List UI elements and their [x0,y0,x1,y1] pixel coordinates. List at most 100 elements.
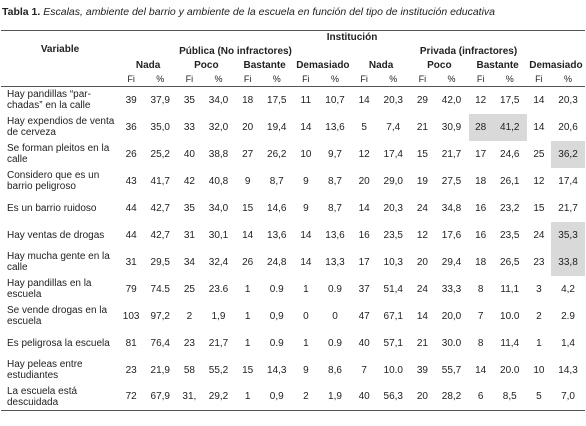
cell: 20,0 [441,310,462,322]
header-stat: % [201,72,236,87]
row-label: Se vende drogas en la escuela [7,305,108,327]
cell: 9 [303,202,309,214]
cell: 30,1 [208,229,229,241]
cell: 76,4 [150,337,170,349]
cell: 25 [533,148,545,160]
header-stat: Fi [177,72,202,87]
cell: 26 [125,148,137,160]
cell: 14,3 [267,364,287,376]
cell: 24 [416,202,428,214]
cell: 18 [242,94,254,106]
cell: 34,8 [441,202,462,214]
cell: 24,8 [267,256,287,268]
cell: 20,3 [383,94,403,106]
cell: 1,9 [211,310,226,322]
cell: 39 [416,364,428,376]
cell: 18 [475,175,487,187]
header-group: Pública (No infractores) [179,46,292,57]
header-level: Nada [368,60,394,71]
cell: 21,9 [150,364,170,376]
cell: 1,9 [318,383,352,411]
cell: 14,3 [558,364,578,376]
cell: 44 [125,202,137,214]
cell: 1 [303,337,309,349]
table-row: Hay ventas de drogas 44 42,7 31 30,1 14 13,6 14… [1,221,586,249]
cell: 44 [125,229,137,241]
cell: 55,2 [208,364,229,376]
row-label: Hay mucha gente en la calle [7,251,110,273]
cell: 5 [361,121,367,133]
cell: 47 [358,310,370,322]
cell: 31 [125,256,137,268]
cell: 30,9 [441,121,462,133]
cell: 51,4 [383,283,403,295]
cell: 23 [125,364,137,376]
cell: 9,7 [328,148,342,160]
cell: 56,3 [376,383,411,411]
cell: 4,2 [561,283,575,295]
cell: 17,5 [267,94,287,106]
header-level: Bastante [476,60,519,71]
cell: 0.9 [328,283,342,295]
header-stat: Fi [526,72,551,87]
title: Tabla 1. Escalas, ambiente del barrio y … [0,0,586,30]
cell: 37 [358,283,370,295]
cell: 10.0 [383,364,403,376]
table-row: Es peligrosa la escuela 81 76,4 23 21,7 1 0.9 1… [1,330,585,357]
cell: 40 [183,148,195,160]
header-stat: Fi [410,72,435,87]
header-stat: Fi [468,72,493,87]
cell: 12 [533,175,545,187]
cell: 13,6 [267,229,287,241]
cell: 0 [332,310,338,322]
cell: 29,4 [441,256,462,268]
cell: 31, [177,383,202,411]
row-label: Es peligrosa la escuela [7,337,110,349]
cell: 32,4 [208,256,229,268]
cell: 42 [183,175,195,187]
header-stat: % [551,72,586,87]
cell: 23 [533,256,545,268]
cell: 11 [300,94,312,106]
table-row: Se vende drogas en la escuela 103 97,2 2 1,9… [1,303,585,330]
cell: 23.6 [208,283,229,295]
cell: 2.9 [561,310,575,322]
cell: 0.9 [269,337,284,349]
cell: 40,8 [208,175,229,187]
cell: 20 [416,256,428,268]
cell: 20,3 [558,94,578,106]
cell: 34,0 [208,94,229,106]
cell: 7 [361,364,367,376]
cell: 24 [416,283,428,295]
cell: 33 [183,121,195,133]
header-stat: % [318,72,352,87]
cell: 26,2 [267,148,287,160]
row-label: Es un barrio ruidoso [7,202,97,214]
cell: 20 [410,383,435,411]
cell: 21,7 [441,148,462,160]
cell: 0.9 [269,283,284,295]
cell: 17,4 [383,148,403,160]
cell: 8,7 [328,175,342,187]
header-stat: % [376,72,411,87]
cell: 17 [475,148,487,160]
cell: 15 [242,202,254,214]
cell: 7,0 [551,383,586,411]
cell: 5 [526,383,551,411]
cell: 21,7 [558,202,578,214]
cell: 79 [125,283,137,295]
cell: 42,7 [150,229,170,241]
row-label: La escuela está descuidada [1,383,119,411]
cell: 14 [300,121,312,133]
cell: 10,3 [383,256,403,268]
cell: 14 [475,364,487,376]
cell: 25 [183,283,195,295]
cell: 28,2 [434,383,469,411]
cell: 6 [468,383,493,411]
cell: 23,2 [500,202,520,214]
cell: 35 [183,202,195,214]
cell: 9 [303,364,309,376]
cell: 74.5 [150,283,170,295]
cell: 23,5 [500,229,520,241]
